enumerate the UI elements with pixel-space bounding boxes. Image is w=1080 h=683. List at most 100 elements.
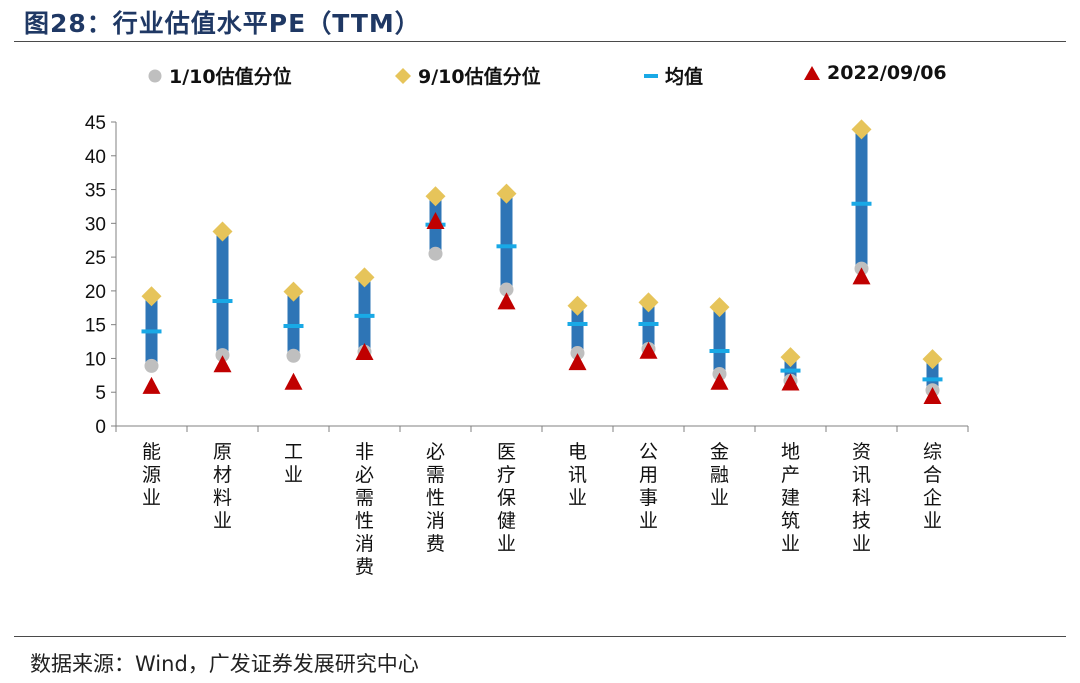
p90-point [425, 186, 446, 207]
mean-marker [780, 368, 801, 373]
x-category-label-char: 技 [852, 510, 871, 532]
x-category-label-char: 筑 [781, 510, 800, 532]
y-tick-label: 15 [85, 316, 106, 337]
x-category-label-char: 讯 [852, 464, 871, 486]
y-tick-label: 30 [85, 214, 106, 235]
x-category-label-char: 材 [213, 464, 232, 486]
p90-point [567, 295, 588, 316]
x-category-label-char: 业 [497, 533, 516, 555]
legend-label-p90: 9/10估值分位 [418, 66, 541, 88]
p10-point [570, 346, 585, 361]
current-point [923, 386, 942, 404]
p90-point [851, 119, 872, 140]
pe-range-chart: 051015202530354045能源业原材料业工业非必需性消费必需性消费医疗… [85, 113, 969, 578]
x-category-label-char: 业 [781, 533, 800, 555]
legend-label-current: 2022/09/06 [827, 62, 947, 84]
legend-label-p10: 1/10估值分位 [169, 66, 292, 88]
mean-marker [141, 329, 162, 334]
x-category-label-char: 业 [639, 510, 658, 532]
current-point [710, 372, 729, 390]
p90-point [283, 281, 304, 302]
p10-point [215, 348, 230, 363]
x-category-label-char: 资 [852, 441, 871, 463]
p90-point [354, 267, 375, 288]
top-rule [14, 41, 1066, 42]
x-category-label-char: 保 [497, 487, 516, 509]
y-tick-label: 35 [85, 181, 106, 202]
x-category-label-char: 业 [213, 510, 232, 532]
x-category-label-char: 合 [923, 464, 942, 486]
mean-marker [283, 324, 304, 329]
x-category-label-char: 业 [923, 510, 942, 532]
x-category-label-char: 业 [568, 487, 587, 509]
y-tick-label: 25 [85, 248, 106, 269]
p90-point [141, 286, 162, 307]
x-category-label-char: 工 [284, 441, 303, 463]
x-category-label-char: 必 [426, 441, 445, 463]
x-category-label-char: 健 [497, 510, 516, 532]
current-point [355, 343, 374, 361]
x-category-label-char: 综 [923, 441, 942, 463]
x-category-label-char: 产 [781, 464, 800, 486]
current-point [213, 355, 232, 373]
x-category-label-char: 料 [213, 487, 232, 509]
p10-point [144, 358, 159, 373]
legend-item-current: 2022/09/06 [803, 62, 947, 84]
range-bar [287, 291, 300, 356]
x-category-label-char: 疗 [497, 464, 516, 486]
x-category-label-char: 必 [355, 464, 374, 486]
range-bar [855, 129, 868, 269]
p90-point [922, 349, 943, 370]
range-bar [713, 307, 726, 374]
legend-label-mean: 均值 [665, 66, 704, 88]
p10-point [428, 246, 443, 261]
x-category-label-char: 需 [355, 487, 374, 509]
x-category-label-char: 业 [284, 464, 303, 486]
range-bar [926, 359, 939, 391]
x-category-label-char: 需 [426, 464, 445, 486]
x-category-label-char: 业 [142, 487, 161, 509]
legend-circle-icon [148, 69, 162, 82]
current-point [568, 353, 587, 371]
figure-title: 图28：行业估值水平PE（TTM） [24, 9, 421, 38]
chart-legend: 1/10估值分位 9/10估值分位 均值 2022/09/06 [0, 62, 1080, 92]
range-bar [571, 305, 584, 354]
x-category-label-char: 公 [639, 441, 658, 463]
y-tick-label: 0 [95, 417, 106, 438]
x-category-label-char: 业 [710, 487, 729, 509]
p10-point [499, 282, 514, 297]
current-point [781, 373, 800, 391]
x-category-label-char: 消 [426, 510, 445, 532]
x-category-label-char: 电 [568, 441, 587, 463]
x-category-label-char: 医 [497, 441, 516, 463]
x-category-label-char: 讯 [568, 464, 587, 486]
legend-item-p10: 1/10估值分位 [147, 62, 292, 89]
current-point [284, 372, 303, 390]
current-point [142, 376, 161, 394]
y-tick-label: 5 [95, 383, 106, 404]
x-category-label-char: 融 [710, 464, 729, 486]
p10-point [286, 348, 301, 363]
current-point [639, 341, 658, 359]
x-category-label-char: 能 [142, 441, 161, 463]
y-tick-label: 10 [85, 349, 106, 370]
x-category-label-char: 用 [639, 464, 658, 486]
y-tick-label: 45 [85, 113, 106, 134]
legend-dash-icon [644, 73, 658, 78]
x-category-label-char: 非 [355, 441, 374, 463]
x-category-label-char: 金 [710, 441, 729, 463]
p90-point [709, 297, 730, 318]
mean-marker [851, 201, 872, 206]
current-point [497, 292, 516, 310]
range-bar [500, 193, 513, 290]
x-category-label-char: 源 [142, 464, 161, 486]
legend-triangle-icon [804, 66, 820, 80]
x-category-label-char: 地 [781, 441, 800, 463]
mean-marker [567, 321, 588, 326]
x-category-label-char: 消 [355, 533, 374, 555]
mean-marker [638, 321, 659, 326]
p90-point [780, 347, 801, 368]
y-tick-label: 20 [85, 282, 106, 303]
x-category-label-char: 费 [426, 533, 445, 555]
legend-item-p90: 9/10估值分位 [394, 62, 541, 89]
